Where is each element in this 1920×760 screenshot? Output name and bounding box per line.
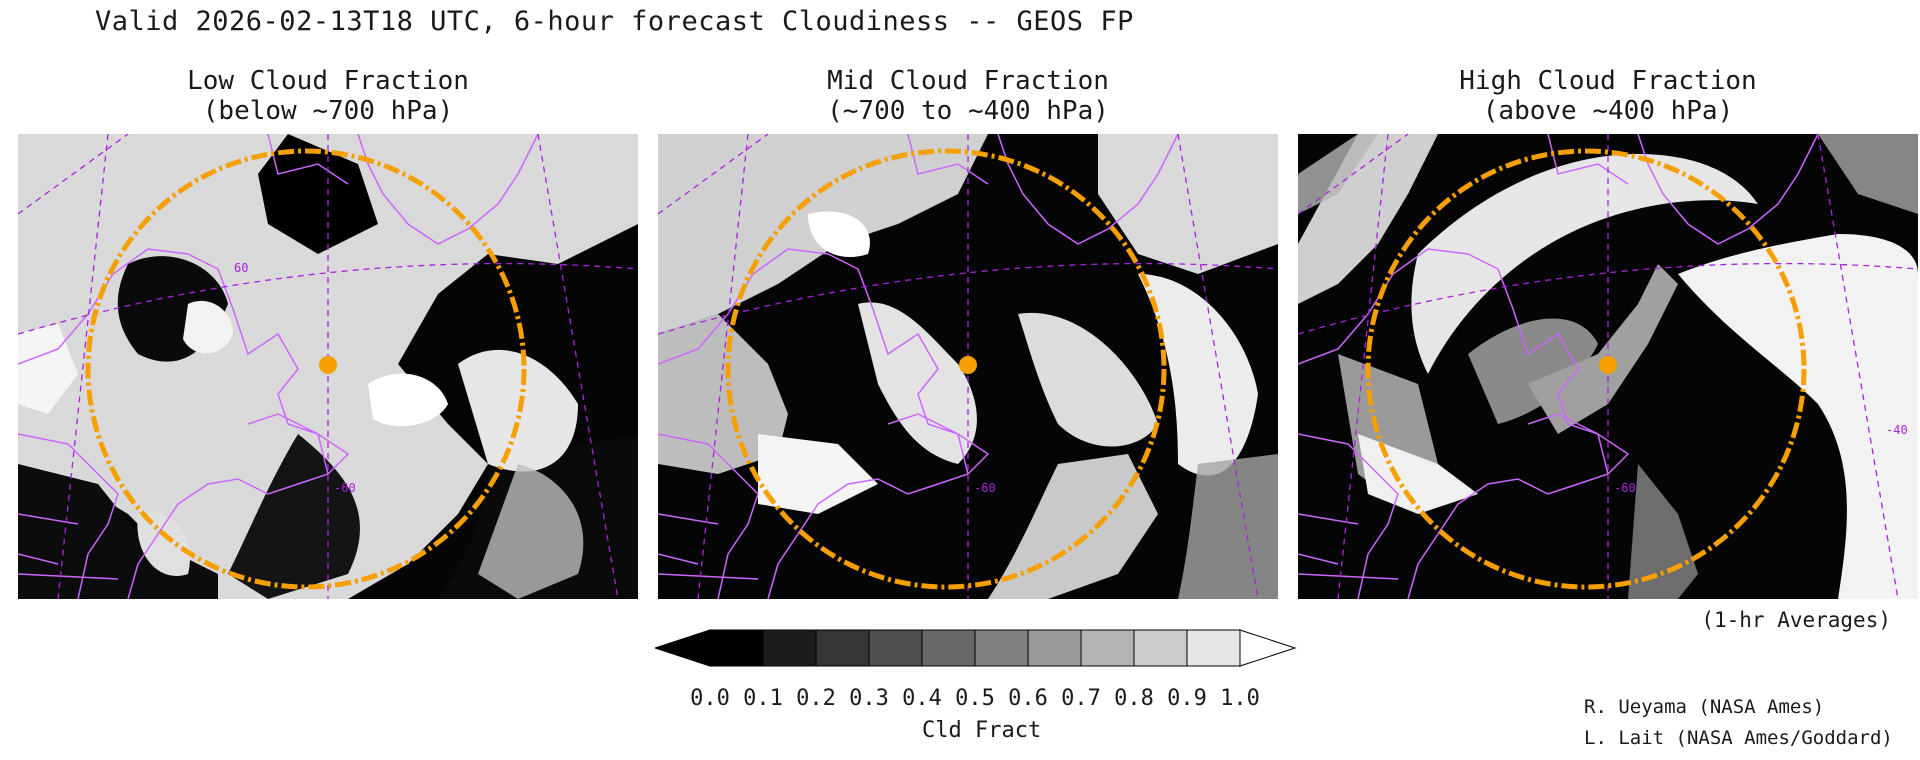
colorbar-swatch	[762, 629, 817, 667]
colorbar-tick-label: 0.9	[1167, 686, 1207, 711]
colorbar-tick-label: 0.5	[955, 686, 995, 711]
colorbar-tick-label: 0.0	[690, 686, 730, 711]
cloud-map-high: -60 -40	[1298, 134, 1918, 599]
panel-title-low-line2: (below ~700 hPa)	[202, 96, 454, 126]
map-panel-low: 60 -60	[18, 134, 638, 599]
colorbar-swatch	[868, 629, 923, 667]
panel-title-high: High Cloud Fraction (above ~400 hPa)	[1298, 66, 1918, 126]
colorbar-swatch	[1080, 629, 1135, 667]
site-marker	[319, 356, 337, 374]
colorbar-tick-label: 0.6	[1008, 686, 1048, 711]
averaging-note: (1-hr Averages)	[1701, 608, 1891, 632]
gridlines	[658, 134, 1278, 599]
colorbar-label: Cld Fract	[922, 718, 1042, 743]
figure-title: Valid 2026-02-13T18 UTC, 6-hour forecast…	[95, 6, 1134, 37]
colorbar-swatch	[921, 629, 976, 667]
cloud-map-low: 60 -60	[18, 134, 638, 599]
panel-title-high-line1: High Cloud Fraction	[1459, 66, 1757, 96]
lon-label-minus60: -60	[1614, 481, 1636, 495]
lat-label-60: 60	[234, 261, 248, 275]
cloud-map-mid: -60	[658, 134, 1278, 599]
panel-title-mid: Mid Cloud Fraction (~700 to ~400 hPa)	[658, 66, 1278, 126]
lon-label-minus60: -60	[974, 481, 996, 495]
colorbar-tick-label: 0.3	[849, 686, 889, 711]
range-ring	[1365, 148, 1807, 590]
colorbar-under-arrow	[653, 629, 711, 667]
colorbar-swatch	[709, 629, 764, 667]
colorbar-tick-label: 0.8	[1114, 686, 1154, 711]
colorbar-tick-label: 0.2	[796, 686, 836, 711]
map-panel-mid: -60	[658, 134, 1278, 599]
panel-title-low: Low Cloud Fraction (below ~700 hPa)	[18, 66, 638, 126]
colorbar-tick-label: 0.4	[902, 686, 942, 711]
lon-label-minus60: -60	[334, 481, 356, 495]
panel-title-low-line1: Low Cloud Fraction	[187, 66, 469, 96]
colorbar-swatch	[1186, 629, 1241, 667]
credit-line-2: L. Lait (NASA Ames/Goddard)	[1584, 727, 1893, 749]
colorbar-tick-label: 1.0	[1220, 686, 1260, 711]
colorbar-swatches	[653, 629, 1297, 667]
coastlines	[1298, 134, 1819, 599]
site-marker	[1599, 356, 1617, 374]
colorbar-tick-label: 0.1	[743, 686, 783, 711]
colorbar-swatch	[815, 629, 870, 667]
map-panel-high: -60 -40	[1298, 134, 1918, 599]
site-marker	[959, 356, 977, 374]
colorbar-over-arrow	[1239, 629, 1297, 667]
credit-line-1: R. Ueyama (NASA Ames)	[1584, 696, 1825, 718]
panel-title-mid-line2: (~700 to ~400 hPa)	[827, 96, 1109, 126]
colorbar-tick-label: 0.7	[1061, 686, 1101, 711]
colorbar-swatch	[1133, 629, 1188, 667]
colorbar-swatch	[1027, 629, 1082, 667]
range-ring	[85, 148, 527, 590]
colorbar-swatch	[974, 629, 1029, 667]
range-ring	[725, 148, 1167, 590]
colorbar	[653, 622, 1305, 678]
credits: R. Ueyama (NASA Ames) L. Lait (NASA Ames…	[1584, 692, 1893, 754]
panel-title-mid-line1: Mid Cloud Fraction	[827, 66, 1109, 96]
lon-label-minus40: -40	[1886, 423, 1908, 437]
panel-title-high-line2: (above ~400 hPa)	[1482, 96, 1734, 126]
